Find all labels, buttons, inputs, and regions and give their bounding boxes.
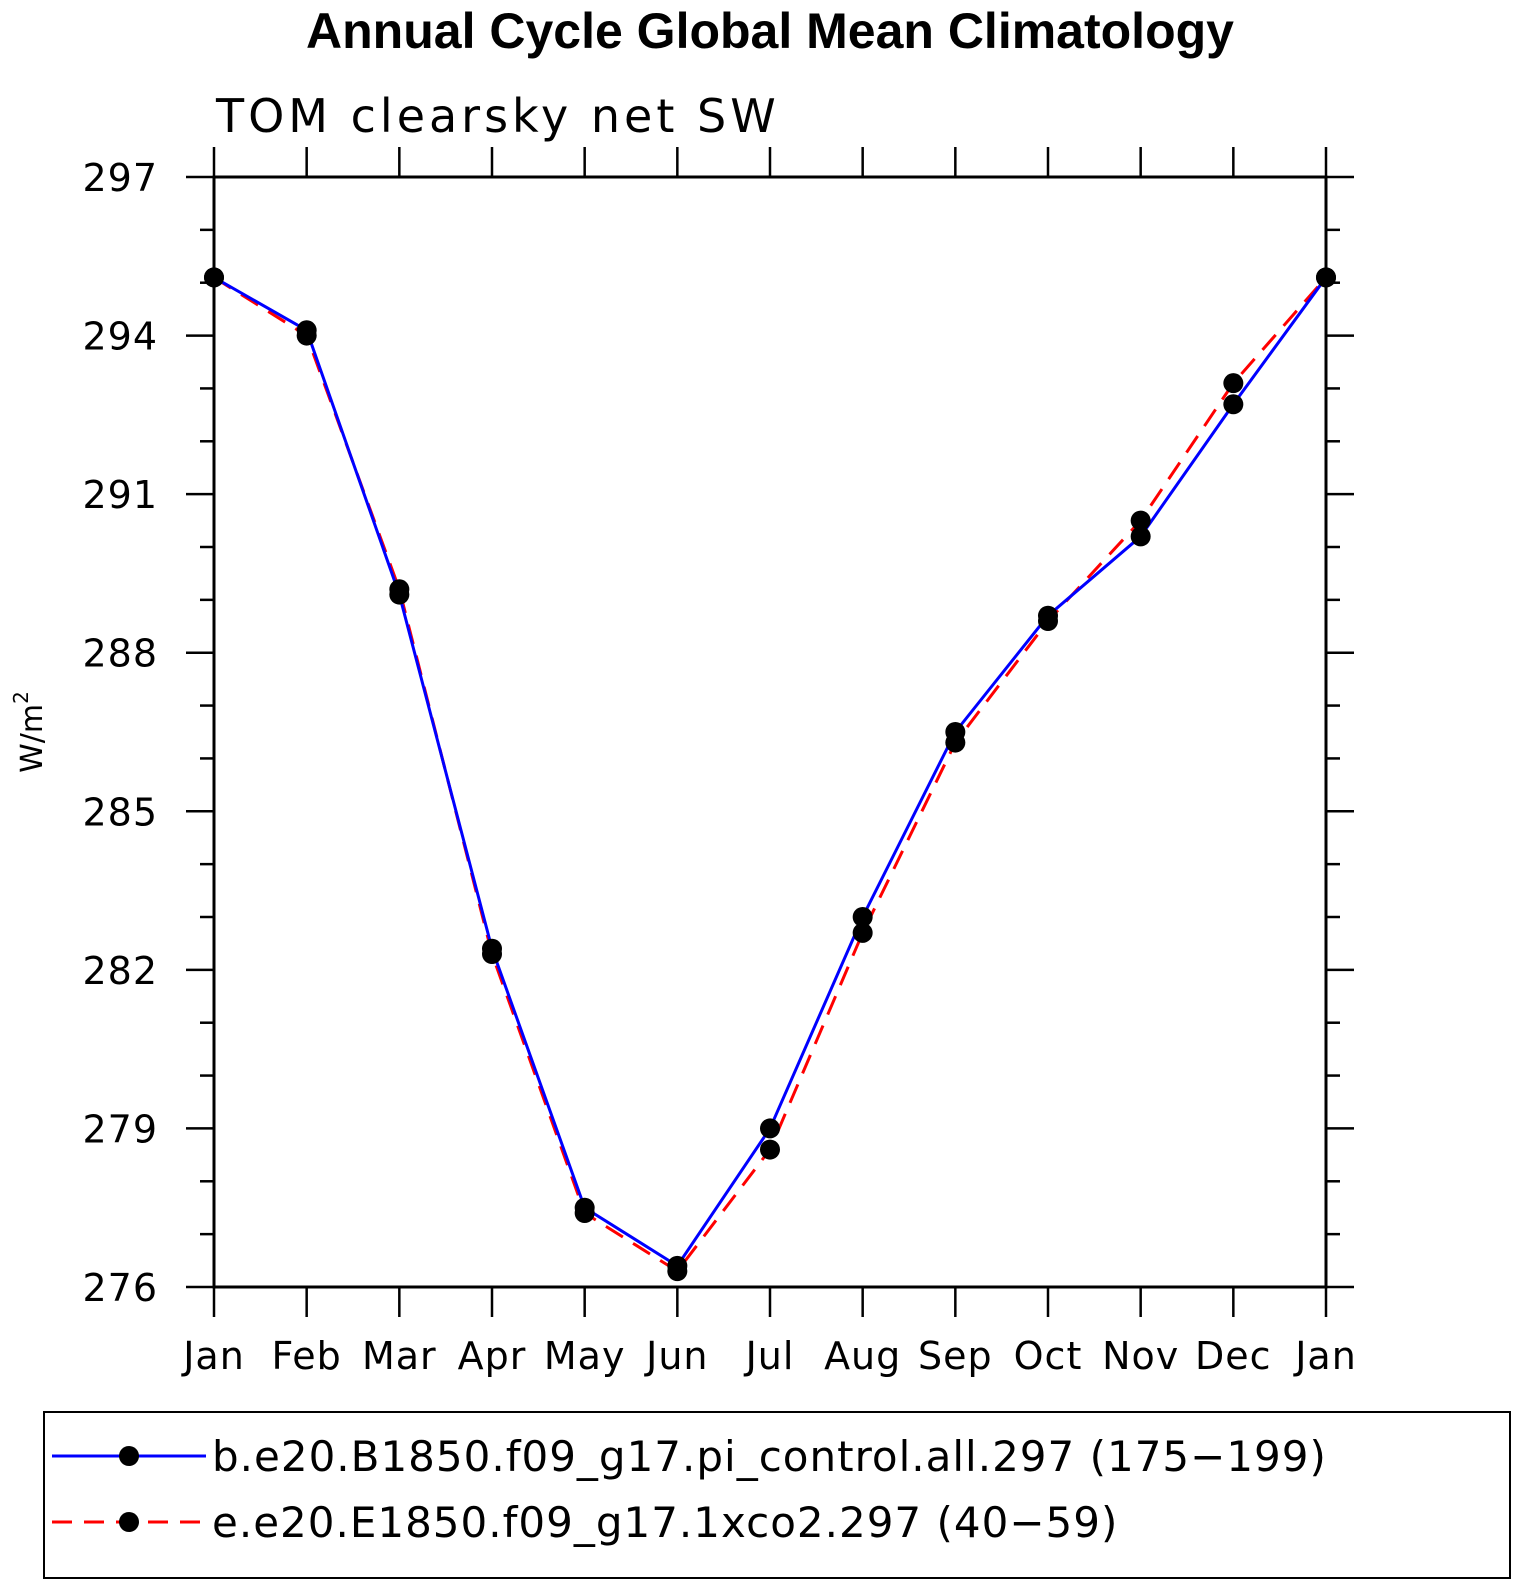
data-point	[1038, 605, 1058, 626]
x-tick-label: Jul	[744, 1334, 795, 1378]
data-point	[1316, 267, 1336, 288]
data-point	[852, 922, 873, 943]
x-tick-label: Jun	[644, 1334, 708, 1378]
y-tick-label: 282	[82, 949, 158, 993]
legend-marker	[119, 1512, 139, 1532]
y-axis-label-text: W/m	[15, 704, 50, 773]
legend-box	[43, 1411, 1511, 1579]
x-tick-label: Oct	[1014, 1334, 1083, 1378]
data-point	[1130, 526, 1151, 547]
x-tick-label: Jan	[181, 1334, 245, 1378]
y-axis-label: W/m2	[9, 691, 50, 773]
data-point	[204, 267, 224, 288]
data-point	[852, 907, 873, 927]
y-axis-label-superscript: 2	[9, 691, 33, 704]
data-point	[667, 1255, 688, 1276]
x-tick-label: Jan	[1293, 1334, 1357, 1378]
y-tick-label: 291	[82, 473, 158, 517]
y-tick-label: 297	[82, 156, 158, 200]
x-tick-label: Feb	[272, 1334, 342, 1378]
x-tick-label: Dec	[1195, 1334, 1272, 1378]
data-point	[482, 938, 502, 959]
x-tick-label: Sep	[918, 1334, 993, 1378]
legend-label: e.e20.E1850.f09_g17.1xco2.297 (40−59)	[212, 1498, 1118, 1547]
y-tick-label: 285	[82, 790, 158, 834]
y-tick-label: 279	[82, 1107, 158, 1151]
data-point	[389, 584, 410, 605]
y-tick-label: 288	[82, 632, 158, 676]
data-point	[296, 320, 317, 341]
legend: b.e20.B1850.f09_g17.pi_control.all.297 (…	[43, 1411, 1511, 1579]
data-point	[574, 1197, 595, 1218]
data-point	[1130, 510, 1151, 531]
x-tick-label: Nov	[1102, 1334, 1179, 1378]
data-point	[1223, 394, 1244, 415]
series-layer	[204, 267, 1336, 1282]
data-point	[760, 1139, 780, 1160]
legend-marker	[119, 1446, 139, 1466]
data-point	[1223, 373, 1244, 394]
x-tick-label: Mar	[362, 1334, 437, 1378]
x-ticks: Jan Feb Mar Apr May Jun Jul Aug Sep Oct Nov Dec Jan	[181, 147, 1357, 1378]
legend-label: b.e20.B1850.f09_g17.pi_control.all.297 (…	[212, 1432, 1327, 1481]
series-line	[213, 276, 1328, 1268]
chart-title: Annual Cycle Global Mean Climatology	[306, 3, 1234, 59]
x-tick-label: Aug	[824, 1334, 901, 1378]
data-point	[945, 722, 966, 742]
y-tick-label: 276	[82, 1266, 158, 1310]
y-tick-label: 294	[82, 315, 158, 359]
x-tick-label: May	[544, 1334, 626, 1378]
data-point	[760, 1118, 780, 1139]
svg-text:W/m2: W/m2	[9, 691, 50, 773]
x-tick-label: Apr	[458, 1334, 527, 1378]
chart-subtitle: TOM clearsky net SW	[215, 89, 780, 143]
y-ticks: 276 279 282 285 288 291 294 297	[82, 156, 1354, 1310]
